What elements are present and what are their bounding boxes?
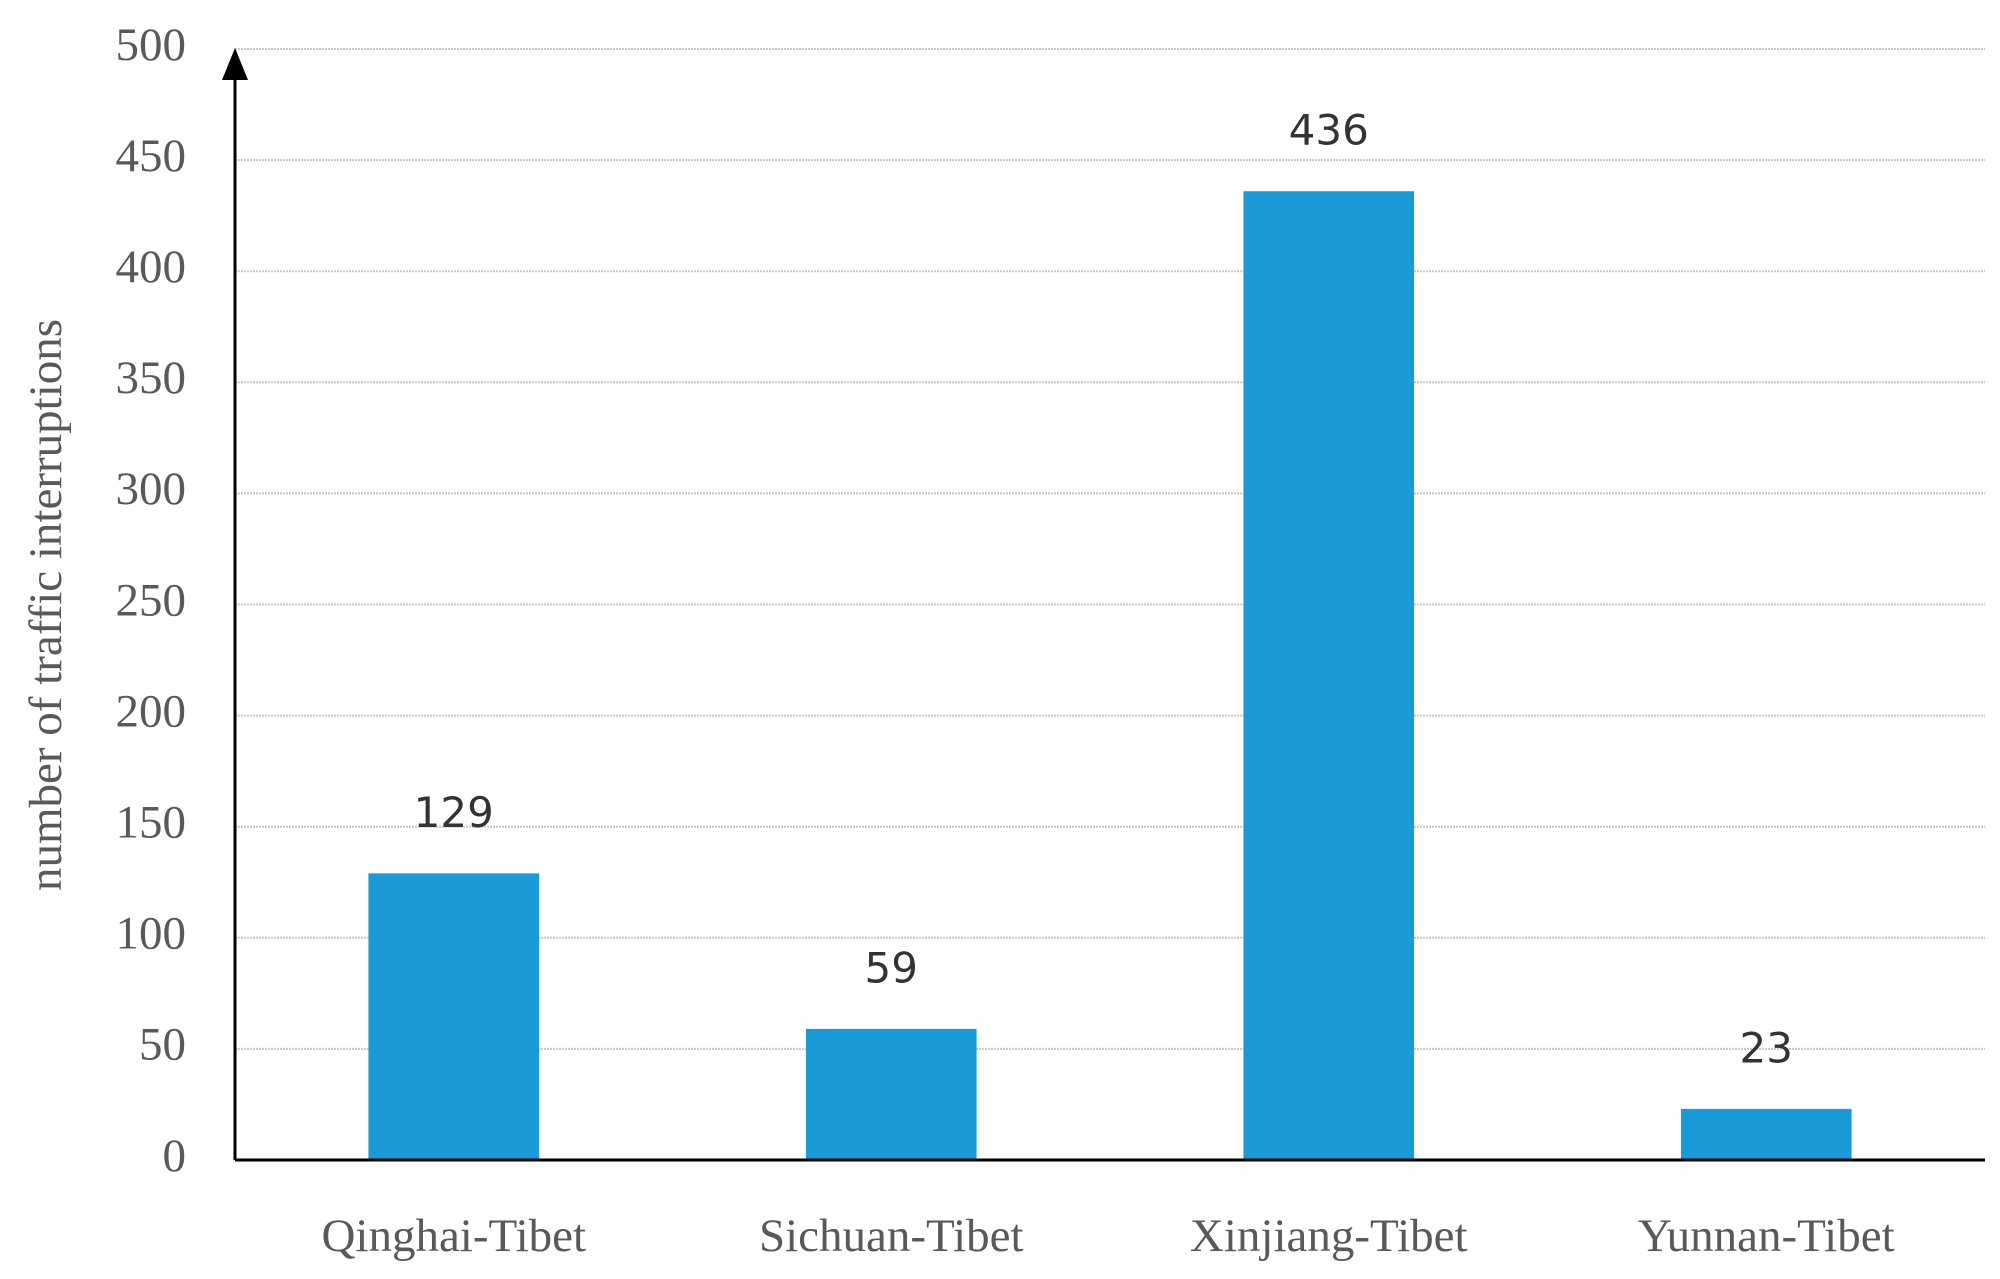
bar [1680, 1108, 1852, 1160]
y-tick-label: 350 [116, 352, 187, 404]
y-tick-label: 250 [116, 574, 187, 626]
y-tick-label: 0 [163, 1130, 187, 1182]
value-label: 59 [865, 943, 918, 992]
y-tick-label: 100 [116, 908, 187, 960]
y-tick-label: 450 [116, 130, 187, 182]
value-label: 23 [1740, 1023, 1793, 1072]
y-tick-label: 400 [116, 241, 187, 293]
y-tick-label: 300 [116, 463, 187, 515]
y-axis-arrow [222, 48, 248, 80]
x-tick-label: Yunnan-Tibet [1638, 1210, 1895, 1262]
x-tick-label: Xinjiang-Tibet [1190, 1210, 1468, 1262]
bars [368, 191, 1852, 1160]
bar [805, 1028, 977, 1160]
value-label: 129 [414, 788, 494, 837]
bar [368, 873, 540, 1160]
y-tick-label: 50 [139, 1019, 186, 1071]
y-axis-title: number of traffic interruptions [20, 319, 72, 891]
x-tick-label: Qinghai-Tibet [321, 1210, 586, 1262]
y-tick-label: 200 [116, 685, 187, 737]
value-label: 436 [1289, 106, 1369, 155]
bar [1243, 191, 1415, 1160]
x-tick-label: Sichuan-Tibet [759, 1210, 1024, 1262]
y-tick-label: 150 [116, 796, 187, 848]
y-tick-label: 500 [116, 19, 187, 71]
